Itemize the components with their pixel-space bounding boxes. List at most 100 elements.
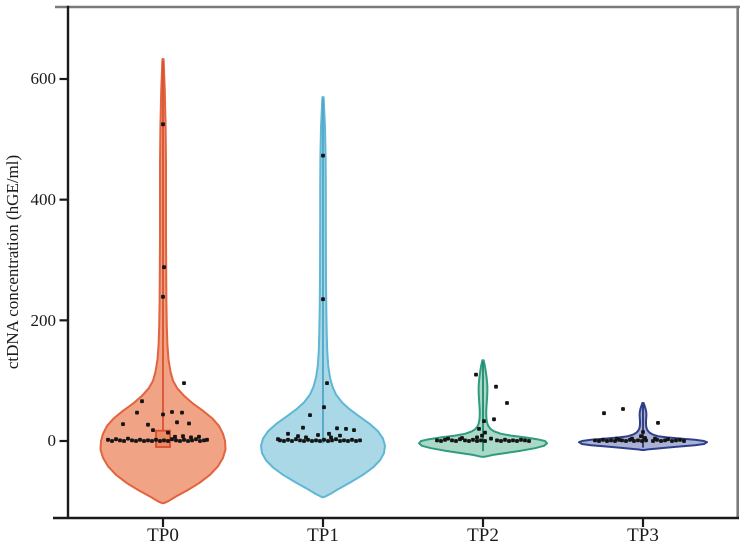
data-point: [640, 439, 644, 443]
data-point: [460, 436, 464, 440]
data-point: [615, 436, 619, 441]
data-point: [644, 438, 648, 443]
data-point: [308, 413, 312, 417]
data-point: [463, 438, 467, 443]
data-point: [678, 437, 682, 442]
data-point: [142, 439, 146, 443]
data-point: [322, 405, 326, 410]
data-point: [198, 439, 202, 443]
data-point: [492, 417, 496, 422]
x-tick-label-tp1: TP1: [307, 525, 339, 546]
data-point: [162, 265, 166, 270]
data-point: [161, 122, 165, 127]
data-point: [450, 438, 454, 443]
data-point: [122, 439, 126, 443]
data-point: [182, 381, 186, 385]
data-point: [674, 438, 678, 443]
data-point: [454, 439, 458, 443]
data-point: [515, 439, 519, 443]
y-tick-label: 600: [30, 69, 57, 88]
data-point: [593, 438, 597, 443]
data-point: [126, 436, 130, 441]
data-point: [495, 438, 499, 443]
data-point: [358, 438, 362, 443]
y-tick-label: 400: [30, 190, 57, 209]
data-point: [435, 438, 439, 443]
data-point: [302, 439, 306, 443]
data-point: [330, 438, 334, 443]
data-point: [489, 436, 493, 441]
data-point: [602, 411, 606, 416]
y-tick-label: 200: [30, 311, 57, 330]
data-point: [670, 439, 674, 443]
data-point: [189, 435, 193, 440]
data-point: [325, 381, 329, 385]
data-point: [439, 439, 443, 443]
data-point: [154, 437, 158, 442]
data-point: [110, 439, 114, 443]
data-point: [158, 439, 162, 443]
data-point: [605, 439, 609, 443]
data-point: [326, 439, 330, 443]
data-point: [350, 437, 354, 442]
data-point: [620, 438, 624, 443]
data-point: [477, 427, 481, 431]
data-point: [527, 439, 531, 443]
data-point: [316, 433, 320, 437]
data-point: [663, 438, 667, 443]
data-point: [161, 412, 165, 417]
data-point: [304, 435, 308, 440]
data-point: [480, 433, 484, 438]
data-point: [446, 436, 450, 441]
data-point: [286, 437, 290, 442]
data-point: [641, 430, 645, 434]
data-point: [327, 431, 331, 436]
data-point: [352, 428, 356, 432]
data-point: [276, 437, 280, 442]
data-point: [636, 438, 640, 443]
data-point: [134, 439, 138, 443]
data-point: [135, 410, 139, 415]
data-point: [138, 437, 142, 442]
data-point: [301, 425, 305, 430]
x-tick-label-tp0: TP0: [147, 525, 179, 546]
data-point: [321, 153, 325, 158]
data-point: [334, 437, 338, 442]
data-point: [162, 438, 166, 443]
data-point: [161, 294, 165, 299]
data-point: [344, 427, 348, 431]
data-point: [178, 439, 182, 443]
data-point: [467, 439, 471, 443]
data-point: [321, 297, 325, 302]
data-point: [314, 438, 318, 443]
data-point: [483, 430, 487, 435]
data-point: [621, 407, 625, 411]
data-point: [653, 436, 657, 441]
data-point: [443, 437, 447, 442]
data-point: [290, 439, 294, 443]
data-point: [282, 439, 286, 443]
data-point: [175, 420, 179, 425]
data-point: [335, 426, 339, 431]
data-point: [499, 439, 503, 443]
data-point: [609, 438, 613, 443]
data-point: [121, 422, 125, 426]
data-point: [346, 439, 350, 443]
data-point: [329, 435, 333, 440]
data-point: [483, 439, 487, 443]
data-point: [354, 439, 358, 443]
data-point: [659, 439, 663, 443]
data-point: [656, 421, 660, 425]
data-point: [601, 437, 605, 442]
data-point: [186, 439, 190, 443]
data-point: [190, 438, 194, 443]
data-point: [298, 438, 302, 443]
data-point: [630, 436, 634, 441]
data-point: [182, 437, 186, 442]
data-point: [194, 437, 198, 442]
y-axis-label: ctDNA concentration (hGE/ml): [3, 154, 22, 370]
data-point: [342, 438, 346, 443]
data-point: [166, 439, 170, 443]
